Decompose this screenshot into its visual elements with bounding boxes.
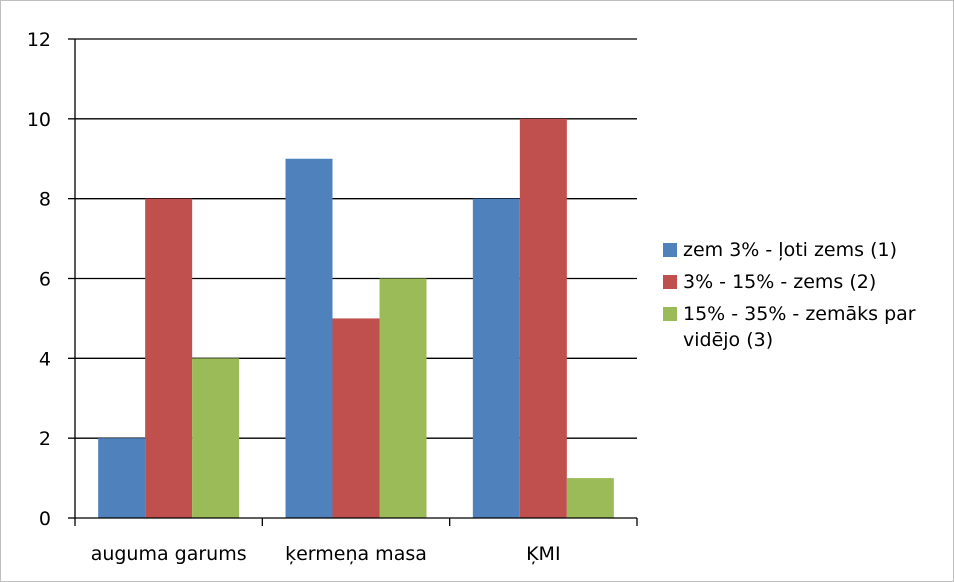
x-category-label: ķermeņa masa: [285, 543, 427, 565]
bar-3-1: [192, 358, 240, 518]
bar-2-1: [145, 198, 193, 518]
bar-2-3: [519, 118, 567, 518]
legend-item: zem 3% - ļoti zems (1): [663, 237, 953, 263]
legend-swatch: [663, 275, 677, 289]
bar-1-2: [285, 158, 333, 518]
legend-swatch: [663, 243, 677, 257]
legend-item: 15% - 35% - zemāks par vidējo (3): [663, 301, 953, 353]
bar-1-3: [472, 198, 520, 518]
legend-item: 3% - 15% - zems (2): [663, 269, 953, 295]
axes: [74, 39, 638, 526]
y-tick-label: 8: [39, 189, 51, 211]
legend-swatch: [663, 307, 677, 321]
legend: zem 3% - ļoti zems (1) 3% - 15% - zems (2…: [663, 237, 953, 359]
x-category-label: auguma garums: [91, 543, 247, 565]
bar-2-2: [332, 318, 380, 518]
bar-3-3: [566, 478, 614, 518]
bar-1-1: [98, 438, 146, 518]
legend-label: zem 3% - ļoti zems (1): [683, 239, 897, 261]
y-tick-label: 2: [39, 428, 51, 450]
y-tick-label: 6: [39, 269, 51, 291]
y-tick-label: 0: [39, 508, 51, 530]
y-tick-label: 4: [39, 348, 51, 370]
x-category-label: ĶMI: [526, 543, 560, 565]
x-category-labels: auguma garums ķermeņa masa ĶMI: [91, 543, 561, 565]
bars: [98, 118, 614, 518]
y-tick-label: 12: [27, 29, 51, 51]
legend-label: 15% - 35% - zemāks par vidējo (3): [683, 303, 916, 351]
y-tick-labels: 0 2 4 6 8 10 12: [27, 29, 51, 530]
legend-label: 3% - 15% - zems (2): [683, 271, 877, 293]
bar-3-2: [379, 278, 427, 518]
y-tick-label: 10: [27, 109, 51, 131]
